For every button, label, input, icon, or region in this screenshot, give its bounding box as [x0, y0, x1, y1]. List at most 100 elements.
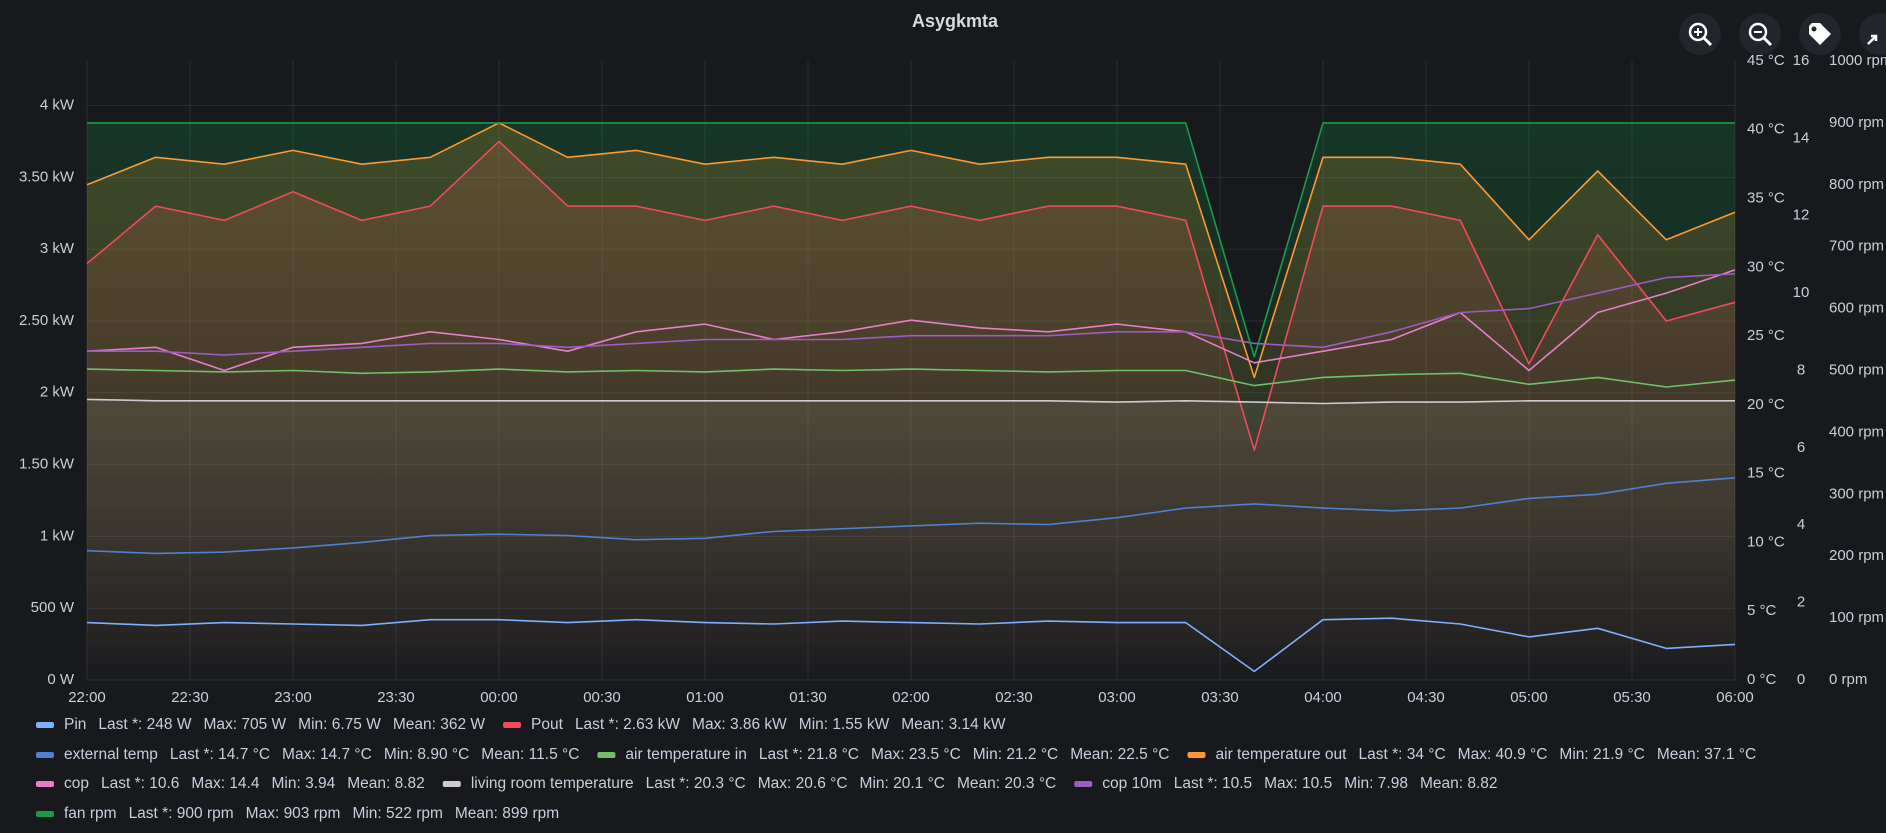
series-line: [87, 273, 1736, 356]
legend-label: cop: [64, 775, 89, 792]
y3-tick-label: 0: [1797, 671, 1805, 688]
legend-stat: Max: 14.7 °C: [282, 746, 372, 763]
legend-stat: Min: 21.9 °C: [1559, 746, 1644, 763]
legend-stat: Max: 20.6 °C: [758, 775, 848, 792]
legend-stat: Max: 903 rpm: [246, 805, 341, 822]
x-tick-label: 04:00: [1304, 689, 1342, 706]
legend-label: Pin: [64, 716, 86, 733]
annotations-button[interactable]: [1799, 13, 1841, 55]
legend-stat: Min: 7.98: [1344, 775, 1408, 792]
x-tick-label: 05:30: [1613, 689, 1651, 706]
legend-stat: Mean: 899 rpm: [455, 805, 559, 822]
x-tick-label: 05:00: [1510, 689, 1548, 706]
legend-stat: Mean: 8.82: [347, 775, 425, 792]
y2-tick-label: 40 °C: [1747, 121, 1785, 138]
legend-label: fan rpm: [64, 805, 117, 822]
series-area: [87, 141, 1735, 680]
x-tick-label: 23:00: [274, 689, 312, 706]
y-tick-label: 0 W: [47, 671, 75, 688]
y-tick-label: 2.50 kW: [19, 312, 75, 329]
collapse-button[interactable]: [1859, 13, 1886, 55]
legend-swatch: [503, 722, 522, 728]
zoom-out-button[interactable]: [1739, 13, 1781, 55]
legend-stat: Min: 8.90 °C: [384, 746, 469, 763]
legend-swatch: [1074, 781, 1093, 787]
legend-label: cop 10m: [1102, 775, 1161, 792]
x-tick-label: 23:30: [377, 689, 415, 706]
y4-tick-label: 100 rpm: [1829, 609, 1884, 626]
y4-tick-label: 500 rpm: [1829, 361, 1884, 378]
legend-stat: Last *: 248 W: [98, 716, 191, 733]
series-area: [87, 399, 1735, 680]
legend-stat: Min: 21.2 °C: [973, 746, 1058, 763]
legend-swatch: [597, 752, 616, 758]
y3-tick-label: 8: [1797, 361, 1805, 378]
legend-label: Pout: [531, 716, 564, 733]
x-tick-label: 02:30: [995, 689, 1033, 706]
legend-stat: Min: 6.75 W: [298, 716, 381, 733]
series-line: [86, 140, 1736, 451]
legend-label: external temp: [64, 746, 158, 763]
y-tick-label: 2 kW: [40, 384, 75, 401]
y2-tick-label: 45 °C: [1747, 52, 1785, 69]
legend-stat: Min: 1.55 kW: [799, 716, 890, 733]
series-line: [86, 617, 1736, 673]
legend-swatch: [36, 811, 54, 817]
y3-tick-label: 12: [1793, 207, 1810, 224]
y-tick-label: 1.50 kW: [19, 456, 75, 473]
y4-tick-label: 600 rpm: [1829, 300, 1884, 317]
y4-tick-label: 1000 rpm: [1829, 52, 1886, 69]
legend-stat: Last *: 21.8 °C: [759, 746, 859, 763]
legend-stat: Max: 705 W: [203, 716, 286, 733]
legend-stat: Mean: 37.1 °C: [1657, 746, 1756, 763]
y4-tick-label: 900 rpm: [1829, 114, 1884, 131]
y-tick-label: 3.50 kW: [19, 168, 75, 185]
legend-label: air temperature in: [625, 746, 746, 763]
legend-stat: Last *: 14.7 °C: [170, 746, 270, 763]
panel-title: Asygkmta: [912, 11, 999, 31]
y4-tick-label: 400 rpm: [1829, 423, 1884, 440]
legend-stat: Last *: 34 °C: [1358, 746, 1445, 763]
legend-stat: Max: 3.86 kW: [692, 716, 787, 733]
x-tick-label: 06:00: [1716, 689, 1754, 706]
legend-swatch: [36, 781, 54, 787]
y2-tick-label: 35 °C: [1747, 190, 1785, 207]
x-tick-label: 03:00: [1098, 689, 1136, 706]
legend-swatch: [1187, 752, 1206, 758]
y4-tick-label: 700 rpm: [1829, 238, 1884, 255]
legend-stat: Max: 23.5 °C: [871, 746, 961, 763]
y-tick-label: 4 kW: [40, 96, 75, 113]
y3-tick-label: 6: [1797, 439, 1805, 456]
series-line: [86, 122, 1736, 379]
y4-tick-label: 800 rpm: [1829, 176, 1884, 193]
y4-tick-label: 0 rpm: [1829, 671, 1867, 688]
y-tick-label: 3 kW: [40, 240, 75, 257]
legend-stat: Mean: 20.3 °C: [957, 775, 1056, 792]
legend-stat: Max: 14.4: [191, 775, 259, 792]
y2-tick-label: 0 °C: [1747, 671, 1777, 688]
x-tick-label: 22:00: [68, 689, 106, 706]
legend-label: living room temperature: [471, 775, 634, 792]
legend-stat: Last *: 10.5: [1174, 775, 1252, 792]
legend-stat: Mean: 3.14 kW: [901, 716, 1006, 733]
legend-swatch: [36, 722, 54, 728]
x-tick-label: 04:30: [1407, 689, 1445, 706]
legend-stat: Last *: 20.3 °C: [646, 775, 746, 792]
legend-stat: Min: 3.94: [271, 775, 335, 792]
y-tick-label: 1 kW: [40, 527, 75, 544]
legend-stat: Last *: 2.63 kW: [575, 716, 680, 733]
x-tick-label: 00:00: [480, 689, 518, 706]
series-line: [86, 368, 1736, 388]
legend-stat: Min: 20.1 °C: [860, 775, 945, 792]
y3-tick-label: 4: [1797, 516, 1805, 533]
y2-tick-label: 10 °C: [1747, 533, 1785, 550]
toolbar[interactable]: [1679, 13, 1886, 55]
zoom-in-button[interactable]: [1679, 13, 1721, 55]
legend-stat: Last *: 10.6: [101, 775, 179, 792]
y-tick-label: 500 W: [31, 599, 75, 616]
legend-stat: Max: 10.5: [1264, 775, 1332, 792]
x-tick-label: 03:30: [1201, 689, 1239, 706]
y2-tick-label: 20 °C: [1747, 396, 1785, 413]
